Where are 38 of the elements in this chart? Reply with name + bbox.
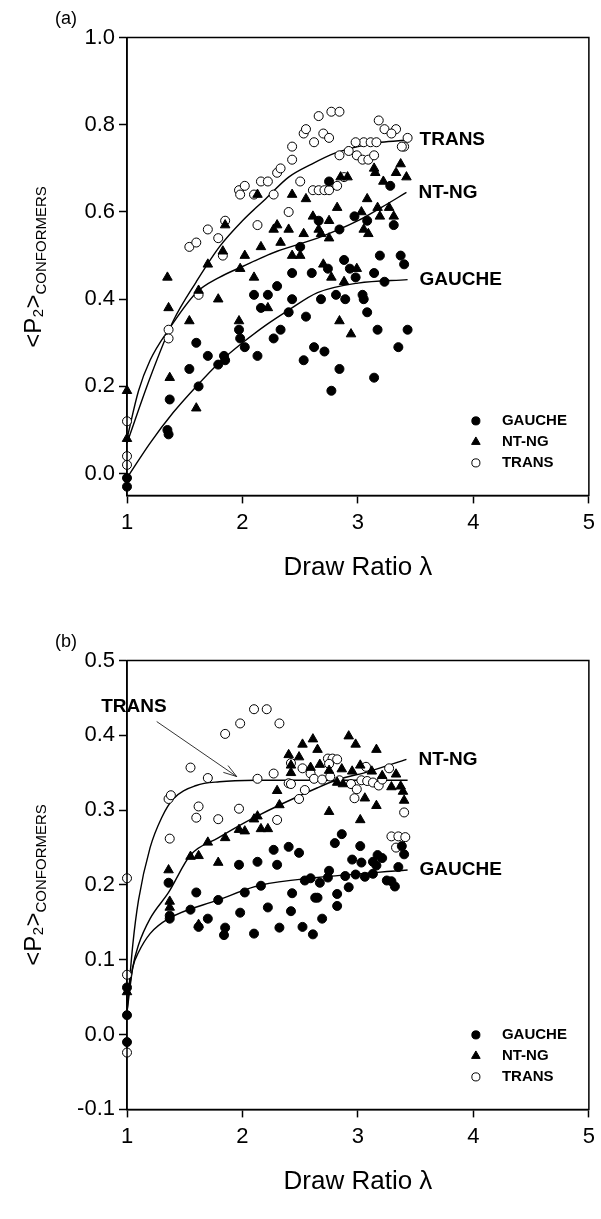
y-tick-label: 0.2 bbox=[84, 871, 115, 897]
y-tick-label: 0.5 bbox=[84, 646, 115, 672]
y-tick-label: 0.4 bbox=[84, 285, 115, 311]
x-tick-label: 3 bbox=[351, 1122, 365, 1148]
annotation: TRANS bbox=[419, 128, 486, 150]
legend-label: TRANS bbox=[501, 453, 554, 471]
y-tick-label: 1.0 bbox=[84, 23, 115, 49]
y-tick-label: 0.1 bbox=[84, 945, 115, 971]
x-tick-label: 4 bbox=[467, 508, 480, 534]
y-tick-label: 0.4 bbox=[84, 721, 115, 747]
x-tick-label: 2 bbox=[236, 1122, 249, 1148]
y-tick-label: 0.2 bbox=[84, 372, 115, 398]
x-tick-label: 1 bbox=[120, 1122, 134, 1148]
x-tick-label: 4 bbox=[467, 1122, 480, 1148]
y-tick-label: -0.1 bbox=[77, 1095, 115, 1121]
legend-label: NT-NG bbox=[501, 1046, 549, 1064]
y-tick-label: 0.0 bbox=[84, 1020, 115, 1046]
annotation: NT-NG bbox=[418, 747, 478, 769]
legend-label: GAUCHE bbox=[501, 411, 567, 429]
y-tick-label: 0.6 bbox=[84, 198, 115, 224]
x-tick-label: 2 bbox=[236, 508, 249, 534]
x-tick-label: 1 bbox=[120, 508, 134, 534]
y-tick-label: 0.3 bbox=[84, 796, 115, 822]
chart-title: (a) bbox=[55, 7, 77, 28]
y-tick-label: 0.8 bbox=[84, 110, 115, 136]
chart-title: (b) bbox=[55, 630, 77, 651]
annotation: NT-NG bbox=[418, 180, 478, 202]
legend-label: TRANS bbox=[501, 1067, 554, 1085]
annotation: GAUCHE bbox=[419, 267, 502, 289]
annotation: GAUCHE bbox=[419, 858, 502, 880]
x-tick-label: 5 bbox=[582, 1122, 596, 1148]
x-axis-title: Draw Ratio λ bbox=[283, 550, 433, 581]
legend-label: NT-NG bbox=[501, 432, 549, 450]
legend-label: GAUCHE bbox=[501, 1025, 567, 1043]
x-tick-label: 5 bbox=[582, 508, 596, 534]
x-axis-title: Draw Ratio λ bbox=[283, 1164, 433, 1195]
x-tick-label: 3 bbox=[351, 508, 365, 534]
y-tick-label: 0.0 bbox=[84, 459, 115, 485]
